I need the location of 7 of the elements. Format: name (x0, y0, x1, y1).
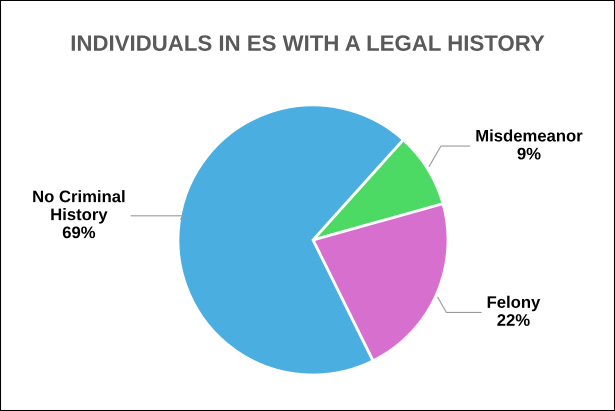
data-label: 9% (518, 148, 541, 160)
chart-title: INDIVIDUALS IN ES WITH A LEGAL HISTORY (72, 35, 544, 51)
data-label: 69% (62, 226, 96, 238)
slice-label: Misdemeanor (476, 129, 582, 142)
data-label: 22% (497, 314, 530, 326)
slice-label: No Criminal History (33, 190, 124, 224)
slice-label: Felony (488, 296, 540, 312)
